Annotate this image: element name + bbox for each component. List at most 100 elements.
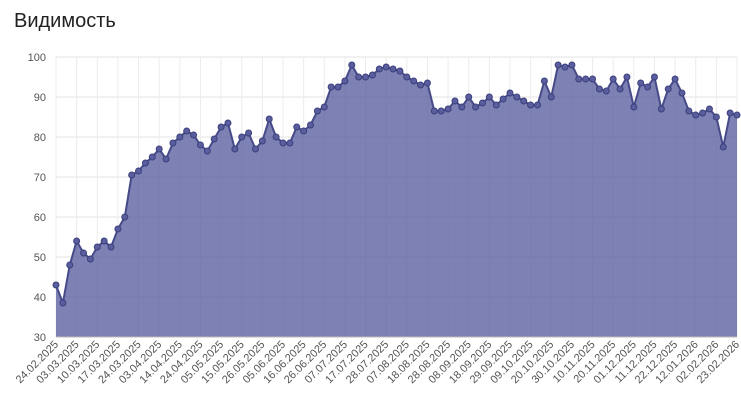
point: [368, 71, 376, 79]
point: [444, 105, 452, 113]
point: [196, 141, 204, 149]
y-tick-label: 80: [34, 132, 46, 144]
point: [699, 109, 707, 117]
point: [183, 127, 191, 135]
point: [396, 67, 404, 75]
point: [492, 101, 500, 109]
point: [430, 107, 438, 115]
point: [527, 101, 535, 109]
point: [733, 111, 741, 119]
point: [141, 159, 149, 167]
point: [107, 243, 115, 251]
point: [671, 75, 679, 83]
point: [637, 79, 645, 87]
point: [685, 107, 693, 115]
chart-title: Видимость: [14, 10, 116, 32]
point: [657, 105, 665, 113]
point: [609, 75, 617, 83]
point: [217, 123, 225, 131]
point: [286, 139, 294, 147]
point: [506, 89, 514, 97]
point: [203, 147, 211, 155]
point: [341, 77, 349, 85]
point: [389, 65, 397, 73]
point: [176, 133, 184, 141]
point: [245, 129, 253, 137]
point: [589, 75, 597, 83]
point: [121, 213, 129, 221]
point: [726, 109, 734, 117]
point: [375, 65, 383, 73]
point: [355, 73, 363, 81]
point: [382, 63, 390, 71]
point: [135, 167, 143, 175]
point: [80, 249, 88, 257]
point: [148, 153, 156, 161]
point: [231, 145, 239, 153]
point: [403, 73, 411, 81]
point: [547, 93, 555, 101]
point: [623, 73, 631, 81]
point: [362, 73, 370, 81]
point: [162, 155, 170, 163]
point: [155, 145, 163, 153]
point: [73, 237, 81, 245]
y-tick-label: 30: [34, 332, 46, 344]
point: [93, 243, 101, 251]
point: [644, 83, 652, 91]
point: [307, 121, 315, 129]
point: [272, 133, 280, 141]
point: [417, 81, 425, 89]
point: [52, 281, 60, 289]
y-tick-label: 50: [34, 252, 46, 264]
point: [520, 97, 528, 105]
y-tick-label: 40: [34, 292, 46, 304]
point: [712, 113, 720, 121]
point: [692, 111, 700, 119]
point: [678, 89, 686, 97]
point: [169, 139, 177, 147]
point: [190, 131, 198, 139]
point: [595, 85, 603, 93]
point: [210, 135, 218, 143]
point: [575, 75, 583, 83]
point: [59, 299, 67, 307]
point: [279, 139, 287, 147]
point: [513, 93, 521, 101]
point: [472, 103, 480, 111]
point: [616, 85, 624, 93]
point: [300, 127, 308, 135]
point: [86, 255, 94, 263]
point: [66, 261, 74, 269]
point: [582, 75, 590, 83]
y-tick-label: 70: [34, 172, 46, 184]
point: [534, 101, 542, 109]
point: [458, 103, 466, 111]
point: [499, 95, 507, 103]
point: [451, 97, 459, 105]
point: [705, 105, 713, 113]
point: [410, 77, 418, 85]
point: [238, 133, 246, 141]
y-tick-label: 90: [34, 92, 46, 104]
point: [554, 61, 562, 69]
point: [265, 115, 273, 123]
point: [478, 99, 486, 107]
point: [630, 103, 638, 111]
point: [100, 237, 108, 245]
point: [650, 73, 658, 81]
point: [540, 77, 548, 85]
point: [334, 83, 342, 91]
point: [485, 93, 493, 101]
y-tick-label: 100: [28, 52, 46, 64]
point: [423, 79, 431, 87]
point: [568, 61, 576, 69]
point: [602, 87, 610, 95]
point: [664, 85, 672, 93]
point: [465, 93, 473, 101]
point: [251, 145, 259, 153]
point: [437, 107, 445, 115]
point: [348, 61, 356, 69]
point: [320, 103, 328, 111]
